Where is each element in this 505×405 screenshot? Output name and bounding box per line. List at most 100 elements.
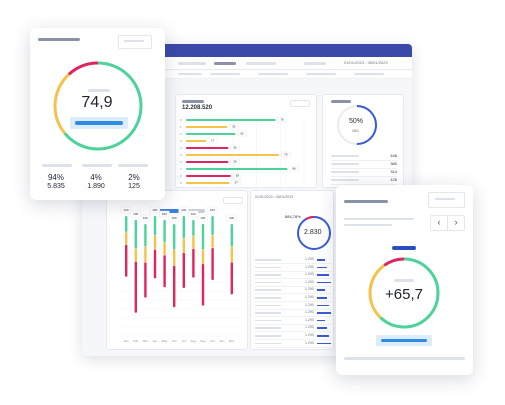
column-value-label: 100 <box>162 212 167 216</box>
bar-chart-panel: 12.208.520 0 76 1 35 2 42 3 17 4 36 5 79 6 36 7 86 8 38 9 3… <box>175 94 317 189</box>
column-red-mark <box>134 261 137 313</box>
column-category-label: Feb <box>133 339 139 343</box>
stat-percent: 2% <box>128 173 140 182</box>
column-green-mark <box>230 224 233 247</box>
right-score-gauge <box>368 257 440 329</box>
ring-list-row: 380 <box>331 161 397 169</box>
bar-mark <box>186 182 230 184</box>
mid-list-value: 1.290 <box>305 279 314 284</box>
right-score-value: +65,7 <box>385 286 423 303</box>
mid-list-row: 1.290 <box>255 310 331 318</box>
column-green-mark <box>125 216 128 232</box>
bar-value-label: 86 <box>292 167 296 171</box>
bar-value-label: 36 <box>233 160 237 164</box>
column-yellow-mark <box>144 246 147 263</box>
right-card-tag <box>392 246 416 250</box>
column-red-mark <box>192 248 195 278</box>
column-red-mark <box>144 262 147 298</box>
bar-chart-menu-button[interactable] <box>290 100 310 107</box>
mid-list-row: 1.290 <box>255 318 331 325</box>
column-category-label: Dec <box>229 339 235 343</box>
bar-mark <box>186 161 229 163</box>
mid-list-row: 1.290 <box>255 257 331 264</box>
column-value-label: 100 <box>123 208 128 212</box>
bar-category-label: 5 <box>180 153 182 157</box>
ring-count: 280 <box>352 128 359 133</box>
gauge-red-arc <box>53 61 143 151</box>
stat-count: 125 <box>128 183 140 190</box>
ring-list-row: 446 <box>331 153 397 161</box>
card-title <box>38 38 80 41</box>
toolbar-filter-3[interactable] <box>246 62 276 65</box>
bar-value-label: 35 <box>232 125 236 129</box>
column-menu-button[interactable] <box>223 197 243 204</box>
mid-list-row: 1.290 <box>255 341 331 348</box>
bar-mark <box>186 168 288 170</box>
column-yellow-mark <box>163 242 166 256</box>
column-category-label: Jan <box>124 339 129 343</box>
bar-value-label: 38 <box>236 174 240 178</box>
right-card-title <box>344 200 388 203</box>
ring-list-value: 314 <box>390 169 397 174</box>
bar-chart-total: 12.208.520 <box>182 105 213 111</box>
bar-value-label: 36 <box>233 146 237 150</box>
bar-value-label: 17 <box>211 139 215 143</box>
bar-category-label: 6 <box>180 160 182 164</box>
bar-mark <box>186 126 228 128</box>
card-menu-button[interactable] <box>118 35 152 49</box>
gauge-list-panel: 01/01/2023 - 05/01/2023 884,78% 2.830 1.… <box>250 190 334 350</box>
bar-mark <box>186 154 280 156</box>
column-value-label: 100 <box>229 216 234 220</box>
score-card-left: 74,9 94% 5.835 4% 1.890 2% 125 <box>30 28 165 200</box>
column-value-label: 100 <box>143 216 148 220</box>
mid-list-value: 1.290 <box>305 295 314 299</box>
score-gauge <box>53 61 143 151</box>
score-details-bar <box>75 121 123 125</box>
mid-list-row: 1.290 <box>255 280 331 287</box>
toolbar-filter-4[interactable] <box>304 62 326 65</box>
column-green-mark <box>211 216 214 236</box>
bar-value-label: 76 <box>281 118 285 122</box>
gauge-yellow-arc <box>368 257 440 329</box>
right-card-menu-button[interactable] <box>428 192 465 208</box>
column-value-label: 100 <box>210 208 215 212</box>
bar-mark <box>186 140 207 142</box>
ring-percent: 50% <box>349 118 364 125</box>
mid-gauge <box>297 215 331 250</box>
bar-mark <box>186 175 231 177</box>
gauge-yellow-arc <box>53 61 143 151</box>
toolbar-date-range[interactable]: 01/01/2023 - 05/01/2023 <box>344 60 388 65</box>
column-yellow-mark <box>192 236 195 249</box>
column-yellow-mark <box>173 249 176 266</box>
chevron-right-icon: › <box>454 217 458 227</box>
toolbar-filter-2[interactable] <box>214 62 236 65</box>
column-yellow-mark <box>230 246 233 263</box>
column-yellow-mark <box>211 235 214 248</box>
mid-list-value: 1.290 <box>305 340 314 345</box>
column-green-mark <box>134 220 137 249</box>
bar-category-label: 2 <box>180 132 182 136</box>
column-category-label: Jun <box>172 339 177 343</box>
gauge-label: 884,78% <box>285 214 301 219</box>
mid-list-row: 1.290 <box>255 272 331 280</box>
toolbar-filter-1[interactable] <box>178 62 206 65</box>
column-value-label: 100 <box>191 212 196 216</box>
next-button[interactable]: › <box>447 215 465 231</box>
mid-list-value: 1.290 <box>305 310 314 315</box>
bar-category-label: 9 <box>180 181 182 185</box>
stat-percent: 4% <box>90 173 102 182</box>
column-tab-1[interactable] <box>159 209 181 213</box>
column-green-mark <box>182 216 185 239</box>
column-red-mark <box>230 262 233 295</box>
bar-category-label: 8 <box>180 174 182 178</box>
ring-list-value: 446 <box>390 153 397 158</box>
bar-category-label: 4 <box>180 146 182 150</box>
column-green-mark <box>201 224 205 250</box>
column-yellow-mark <box>201 249 205 264</box>
gauge-red-arc <box>368 257 440 329</box>
mid-list-value: 1.290 <box>305 317 314 322</box>
column-category-label: Aug <box>191 339 197 343</box>
column-category-label: Apr <box>152 339 157 343</box>
bar-mark <box>186 147 229 149</box>
mid-list-value: 1.290 <box>305 264 314 269</box>
